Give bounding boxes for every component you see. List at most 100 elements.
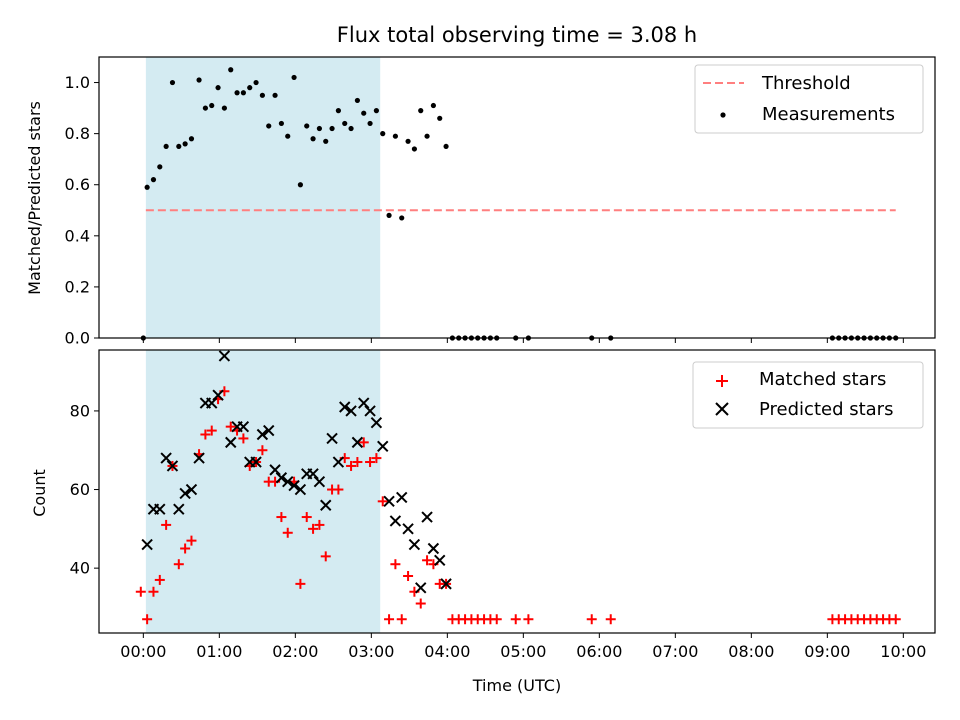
measurement-point xyxy=(342,120,348,127)
predicted-stars-point xyxy=(440,578,452,590)
measurement-point xyxy=(240,90,246,96)
matched-stars-point xyxy=(295,578,306,589)
measurement-point xyxy=(424,133,430,139)
legend-box xyxy=(694,64,924,134)
predicted-stars-point xyxy=(313,475,326,488)
y-axis-label-count: Count xyxy=(30,469,49,517)
matched-stars-point xyxy=(180,543,191,554)
x-tick-label: 08:00 xyxy=(728,642,774,661)
measurement-point xyxy=(430,102,436,109)
legend-matched-label: Matched stars xyxy=(759,369,886,390)
matched-stars-point xyxy=(282,527,293,538)
predicted-stars-point xyxy=(339,401,351,413)
y-tick-label: 0.6 xyxy=(65,175,90,194)
y-tick-label: 0.0 xyxy=(65,329,90,348)
y-tick-label: 40 xyxy=(70,559,90,578)
measurement-point xyxy=(291,74,297,81)
measurement-point xyxy=(202,105,208,111)
matched-stars-point xyxy=(225,421,236,432)
x-axis-label: Time (UTC) xyxy=(472,676,561,695)
measurement-point xyxy=(316,125,322,132)
matched-stars-point xyxy=(358,437,369,448)
y-tick-label: 0.4 xyxy=(65,226,90,245)
measurement-point xyxy=(367,120,373,127)
measurement-point xyxy=(361,110,367,116)
predicted-stars-point xyxy=(351,436,364,449)
chart-title: Flux total observing time = 3.08 h xyxy=(337,23,697,47)
x-tick-label: 05:00 xyxy=(500,642,546,661)
measurement-point xyxy=(247,85,253,91)
matched-stars-point xyxy=(276,512,287,523)
measurement-point xyxy=(373,108,379,114)
predicted-stars-point xyxy=(179,487,191,500)
measurement-point xyxy=(215,85,221,91)
x-tick-label: 04:00 xyxy=(424,642,470,661)
matched-stars-point xyxy=(154,574,165,585)
measurement-point xyxy=(234,90,240,96)
measurement-point xyxy=(329,125,335,132)
matched-stars-point xyxy=(333,484,344,495)
measurement-point xyxy=(169,79,176,86)
predicted-stars-point xyxy=(320,499,332,511)
matched-stars-point xyxy=(605,614,616,625)
matched-stars-point xyxy=(396,614,407,625)
measurement-point xyxy=(272,92,278,98)
predicted-stars-point xyxy=(288,479,300,492)
measurement-point xyxy=(297,182,303,188)
x-tick-label: 07:00 xyxy=(652,642,698,661)
predicted-stars-point xyxy=(358,397,370,409)
measurement-point xyxy=(354,97,360,104)
matched-stars-point xyxy=(346,460,357,471)
predicted-stars-point xyxy=(377,440,389,453)
y-tick-label: 60 xyxy=(70,480,90,499)
axes-frame xyxy=(98,349,936,634)
matched-stars-point xyxy=(308,523,319,534)
predicted-stars-point xyxy=(160,452,172,464)
measurement-point xyxy=(144,184,150,190)
x-tick-label: 03:00 xyxy=(348,642,394,661)
measurement-point xyxy=(443,143,449,150)
observing-interval-band xyxy=(145,350,381,633)
predicted-stars-point xyxy=(166,460,179,472)
measurement-point xyxy=(392,133,398,139)
measurement-point xyxy=(209,102,215,109)
predicted-stars-point xyxy=(383,495,395,508)
measurement-point xyxy=(348,125,354,132)
predicted-stars-point xyxy=(185,483,198,496)
legend-measurements-label: Measurements xyxy=(762,104,895,125)
predicted-stars-point xyxy=(193,452,205,464)
measurement-point xyxy=(411,146,417,152)
predicted-stars-point xyxy=(307,468,319,480)
predicted-stars-point xyxy=(389,515,402,527)
matched-stars-point xyxy=(142,614,153,625)
predicted-stars-point xyxy=(269,464,281,476)
measurement-point xyxy=(221,105,227,111)
predicted-stars-point xyxy=(282,475,294,488)
predicted-stars-point xyxy=(332,456,345,468)
matched-stars-point xyxy=(491,614,502,625)
predicted-stars-point xyxy=(154,503,166,515)
y-tick-label: 0.8 xyxy=(65,124,90,143)
legend-threshold-label: Threshold xyxy=(761,73,851,94)
measurement-point xyxy=(196,77,202,83)
matched-stars-point xyxy=(403,571,414,582)
x-tick-label: 01:00 xyxy=(196,642,242,661)
measurement-point xyxy=(335,108,341,114)
predicted-stars-point xyxy=(206,397,218,409)
measurement-point xyxy=(176,143,182,150)
matched-stars-point xyxy=(206,425,217,436)
measurement-point xyxy=(266,123,272,129)
measurement-point xyxy=(188,136,195,142)
matched-stars-point xyxy=(200,429,211,440)
measurement-point xyxy=(163,143,169,150)
matched-stars-point xyxy=(257,445,268,456)
legend-measurements-swatch xyxy=(720,112,726,118)
predicted-stars-point xyxy=(408,538,421,551)
x-tick-label: 00:00 xyxy=(120,642,166,661)
y-tick-label: 1.0 xyxy=(65,73,90,92)
predicted-stars-point xyxy=(421,511,433,523)
matched-stars-point xyxy=(371,453,382,464)
predicted-stars-point xyxy=(364,405,376,417)
matched-stars-point xyxy=(320,551,331,562)
